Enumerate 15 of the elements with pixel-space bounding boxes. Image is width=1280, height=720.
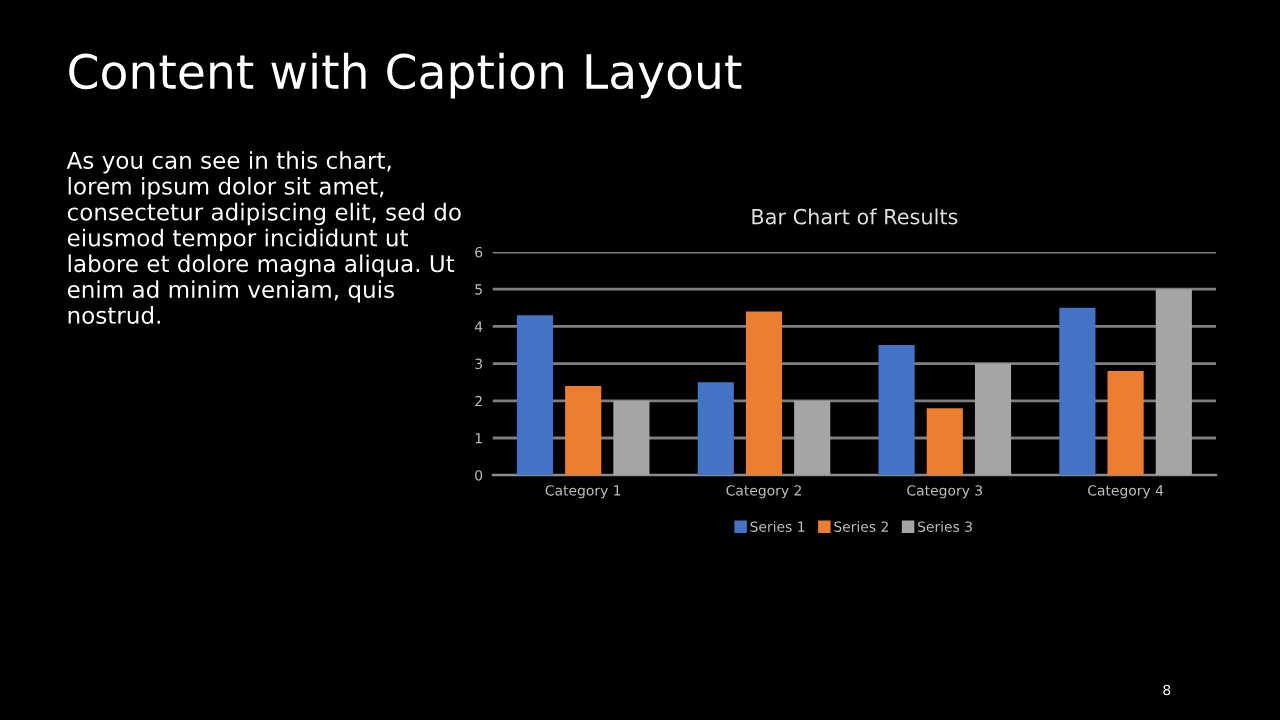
text: As you can see in this chart, lorem ipsum dolor sit amet, consectetur adipiscing elit, sed do eiusmod tempor incididunt ut labore et dolore magna aliqua. Ut enim ad minim veniam, quis nostrud. xyxy=(66,151,461,324)
chart-title: Bar Chart of Results xyxy=(752,208,958,225)
bar xyxy=(1107,371,1144,476)
text: Content with Caption Layout xyxy=(69,52,742,99)
bar xyxy=(794,400,831,476)
bar xyxy=(613,400,650,476)
bar xyxy=(878,345,915,476)
bar xyxy=(974,363,1012,476)
bar xyxy=(745,311,783,476)
bar xyxy=(565,385,602,476)
bar xyxy=(516,315,554,476)
bar xyxy=(926,408,963,476)
bar xyxy=(1059,307,1096,476)
bar xyxy=(1155,289,1192,476)
bar xyxy=(697,382,734,476)
